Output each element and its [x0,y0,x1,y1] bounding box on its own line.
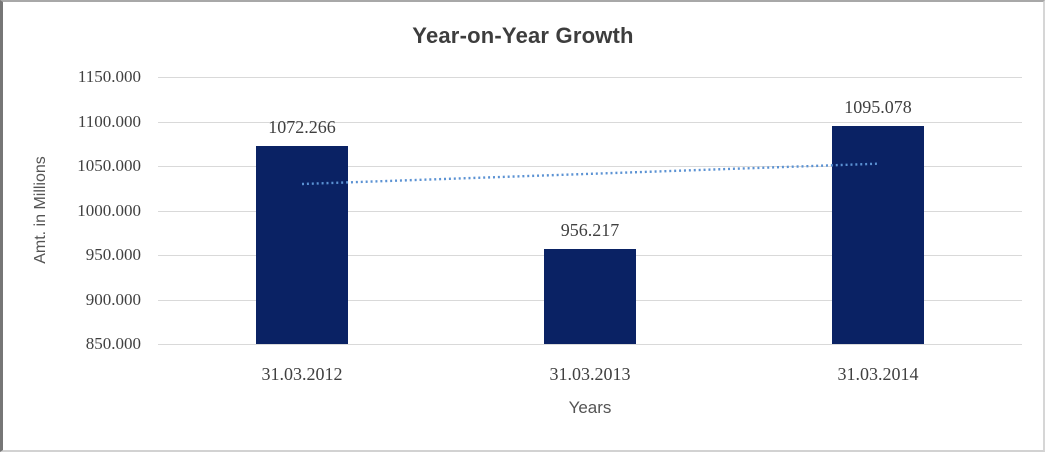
y-axis-tick-label: 850.000 [85,334,141,353]
chart-title: Year-on-Year Growth [412,23,634,48]
x-axis-title: Years [568,398,612,417]
gridline [158,344,1022,345]
bar [832,125,924,344]
bar [256,146,348,344]
x-axis-tick-label: 31.03.2014 [837,364,919,384]
gridline [158,77,1022,78]
plot-area: 1072.266 956.217 1095.078 [158,77,1022,345]
y-axis-tick-label: 1150.000 [77,67,141,86]
bar-value-label: 1072.266 [268,117,336,138]
y-axis-tick-labels: 1150.000 1100.000 1050.000 1000.000 950.000 9… [3,67,141,353]
y-axis-tick-label: 1100.000 [77,111,141,131]
x-axis-tick-label: 31.03.2012 [261,364,343,384]
y-axis-tick-label: 1000.000 [77,200,141,220]
y-axis-tick-label: 900.000 [85,289,141,309]
y-axis-tick-label: 1050.000 [77,156,141,175]
bar-value-label: 1095.078 [844,96,912,117]
bar [544,249,636,344]
gridline [158,121,1022,123]
y-axis-tick-label: 950.000 [85,245,141,264]
bar-value-label: 956.217 [560,220,620,241]
gridline [158,210,1022,212]
x-axis-tick-labels: 31.03.2012 31.03.2013 31.03.2014 [158,364,1022,386]
x-axis-tick-label: 31.03.2013 [549,364,631,384]
